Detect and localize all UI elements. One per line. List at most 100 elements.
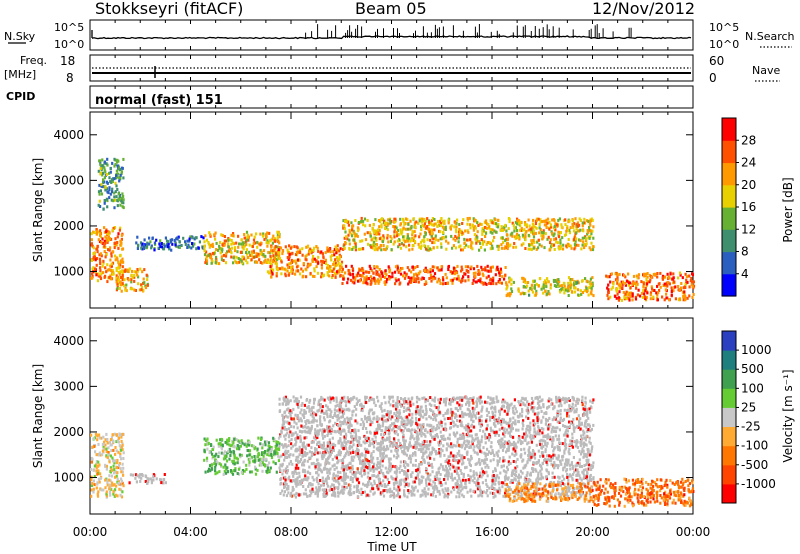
velocity-echo-3 bbox=[439, 451, 442, 455]
power-echo-1 bbox=[105, 187, 108, 191]
power-echo-1 bbox=[109, 167, 112, 171]
velocity-echo-3 bbox=[444, 474, 447, 478]
power-echo-1 bbox=[113, 164, 116, 168]
power-echo-8 bbox=[585, 288, 588, 292]
velocity-echo-3 bbox=[406, 417, 409, 421]
power-echo-4 bbox=[237, 257, 240, 260]
power-echo-8 bbox=[529, 286, 532, 290]
velocity-echo-1 bbox=[150, 479, 153, 482]
velocity-echo-2 bbox=[232, 469, 235, 473]
power-echo-0 bbox=[105, 252, 108, 256]
power-echo-7 bbox=[364, 224, 367, 228]
power-echo-9 bbox=[624, 281, 627, 285]
velocity-echo-3 bbox=[302, 485, 305, 488]
velocity-echo-0 bbox=[92, 437, 95, 441]
power-echo-9 bbox=[650, 285, 653, 289]
power-echo-7 bbox=[476, 221, 479, 225]
power-echo-4 bbox=[236, 250, 239, 254]
velocity-echo-3 bbox=[364, 395, 367, 399]
power-echo-0 bbox=[107, 268, 110, 272]
power-echo-7 bbox=[507, 227, 510, 231]
power-echo-7 bbox=[363, 232, 366, 236]
power-echo-6 bbox=[474, 274, 477, 278]
power-echo-4 bbox=[228, 238, 231, 242]
velocity-echo-3 bbox=[580, 478, 583, 482]
power-echo-7 bbox=[504, 238, 507, 242]
power-echo-9 bbox=[644, 297, 647, 300]
power-echo-9 bbox=[661, 274, 665, 278]
velocity-echo-3 bbox=[578, 474, 581, 478]
power-echo-3 bbox=[187, 243, 190, 247]
velocity-echo-0 bbox=[114, 475, 117, 479]
power-echo-0 bbox=[108, 275, 111, 279]
velocity-echo-2 bbox=[213, 462, 216, 466]
velocity-echo-0 bbox=[108, 440, 112, 444]
power-echo-7 bbox=[532, 239, 535, 242]
power-echo-5 bbox=[291, 271, 294, 275]
velocity-echo-3 bbox=[449, 411, 452, 415]
velocity-echo-3 bbox=[292, 453, 295, 457]
power-echo-9 bbox=[644, 287, 647, 290]
power-echo-4 bbox=[263, 260, 266, 264]
velocity-echo-3 bbox=[456, 431, 459, 435]
power-echo-7 bbox=[578, 217, 581, 221]
velocity-echo-3 bbox=[551, 442, 554, 446]
velocity-echo-2 bbox=[248, 449, 252, 453]
power-echo-9 bbox=[649, 293, 652, 297]
power-echo-5 bbox=[332, 250, 335, 253]
velocity-echo-3 bbox=[505, 405, 509, 409]
velocity-echo-2 bbox=[266, 463, 269, 467]
velocity-echo-3 bbox=[463, 435, 466, 439]
power-echo-4 bbox=[220, 255, 223, 259]
velocity-echo-3 bbox=[395, 450, 398, 453]
power-echo-6 bbox=[379, 277, 382, 281]
velocity-echo-3 bbox=[320, 395, 323, 399]
power-echo-6 bbox=[417, 280, 420, 284]
power-echo-5 bbox=[326, 271, 329, 275]
velocity-echo-3 bbox=[342, 460, 345, 464]
velocity-echo-3 bbox=[527, 428, 530, 432]
velocity-echo-3 bbox=[329, 408, 332, 412]
power-cbar-swatch-0 bbox=[722, 273, 736, 297]
velocity-echo-2 bbox=[225, 459, 229, 463]
power-echo-7 bbox=[517, 234, 520, 238]
velocity-echo-3 bbox=[428, 415, 431, 419]
velocity-echo-3 bbox=[465, 432, 468, 436]
velocity-echo-3 bbox=[452, 443, 455, 447]
velocity-echo-3 bbox=[287, 477, 290, 481]
power-echo-1 bbox=[122, 176, 125, 180]
power-echo-9 bbox=[651, 287, 654, 291]
power-echo-0 bbox=[91, 274, 94, 278]
velocity-echo-0 bbox=[98, 463, 101, 467]
power-echo-0 bbox=[93, 255, 96, 259]
velocity-echo-2 bbox=[254, 467, 257, 471]
power-echo-4 bbox=[240, 259, 243, 263]
power-echo-9 bbox=[664, 284, 667, 288]
velocity-echo-3 bbox=[284, 437, 287, 441]
power-echo-0 bbox=[96, 250, 99, 254]
power-echo-7 bbox=[458, 228, 461, 231]
power-echo-6 bbox=[396, 264, 399, 268]
power-echo-6 bbox=[365, 275, 368, 279]
velocity-echo-3 bbox=[398, 467, 401, 470]
power-echo-1 bbox=[115, 195, 118, 199]
power-echo-4 bbox=[234, 249, 237, 253]
velocity-echo-3 bbox=[541, 462, 544, 466]
power-echo-7 bbox=[439, 219, 442, 223]
power-echo-6 bbox=[394, 277, 397, 281]
velocity-echo-3 bbox=[443, 468, 446, 472]
velocity-echo-3 bbox=[407, 456, 410, 460]
power-echo-5 bbox=[296, 258, 300, 262]
velocity-echo-2 bbox=[220, 447, 223, 451]
velocity-echo-3 bbox=[467, 408, 470, 412]
power-echo-5 bbox=[307, 264, 310, 268]
velocity-echo-3 bbox=[398, 495, 401, 499]
velocity-echo-3 bbox=[365, 440, 368, 444]
velocity-echo-3 bbox=[300, 419, 303, 423]
power-echo-2 bbox=[126, 268, 129, 272]
power-echo-7 bbox=[440, 242, 443, 246]
power-echo-6 bbox=[373, 265, 376, 268]
power-cbar-tick-6: 4 bbox=[741, 267, 749, 281]
power-echo-5 bbox=[317, 249, 320, 253]
velocity-echo-0 bbox=[119, 448, 123, 452]
